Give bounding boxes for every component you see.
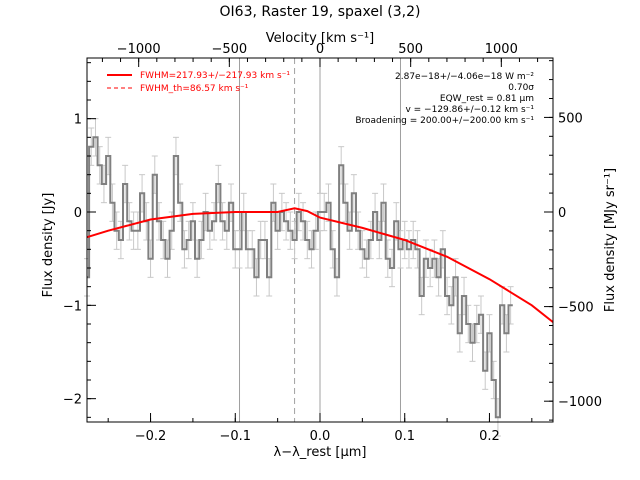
top-tick-label-2: 0 [316, 42, 324, 57]
y2-tick-label-1: −500 [558, 301, 594, 316]
y-tick-label-3: 1 [74, 113, 82, 128]
model-fit-line [86, 207, 554, 323]
y-tick-label-1: −1 [63, 299, 82, 314]
annotation-velocity: v = −129.86+/−0.12 km s⁻¹ [405, 105, 534, 115]
top-tick-label-4: 1000 [485, 42, 518, 57]
x-tick-label-4: 0.2 [479, 429, 500, 444]
annotation-sigma: 0.70σ [508, 83, 534, 93]
y-tick-label-0: −2 [63, 393, 82, 408]
x-tick-label-2: 0.0 [310, 429, 331, 444]
legend-label-1: FWHM_th=86.57 km s⁻¹ [140, 84, 249, 94]
top-tick-label-0: −1000 [117, 42, 161, 57]
y2-tick-label-2: 0 [558, 206, 566, 221]
plot-frame [86, 57, 554, 423]
legend: FWHM=217.93+/−217.93 km s⁻¹ FWHM_th=86.5… [107, 71, 290, 94]
annotation-eqw: EQW_rest = 0.81 μm [440, 94, 534, 104]
annotation-broadening: Broadening = 200.00+/−200.00 km s⁻¹ [355, 116, 534, 126]
legend-label-0: FWHM=217.93+/−217.93 km s⁻¹ [140, 71, 290, 81]
x-tick-label-1: −0.1 [219, 429, 251, 444]
fit-annotations: 2.87e−18+/−4.06e−18 W m⁻² 0.70σ EQW_rest… [355, 72, 534, 126]
y2-axis-label: Flux density [MJy sr⁻¹] [603, 168, 618, 312]
top-axis-label: Velocity [km s⁻¹] [266, 31, 374, 46]
y-axis-label: Flux density [Jy] [41, 193, 56, 298]
top-tick-label-1: −500 [211, 42, 247, 57]
annotation-flux: 2.87e−18+/−4.06e−18 W m⁻² [395, 72, 534, 82]
chart-title: OI63, Raster 19, spaxel (3,2) [220, 4, 421, 20]
x-tick-label-0: −0.2 [135, 429, 167, 444]
x-axis-label: λ−λ_rest [μm] [274, 445, 367, 460]
y2-tick-label-0: −1000 [558, 395, 602, 410]
spectrum-line [87, 136, 513, 419]
x-tick-label-3: 0.1 [394, 429, 415, 444]
y-tick-label-2: 0 [74, 206, 82, 221]
top-tick-label-3: 500 [398, 42, 423, 57]
y2-tick-label-3: 500 [558, 111, 583, 126]
